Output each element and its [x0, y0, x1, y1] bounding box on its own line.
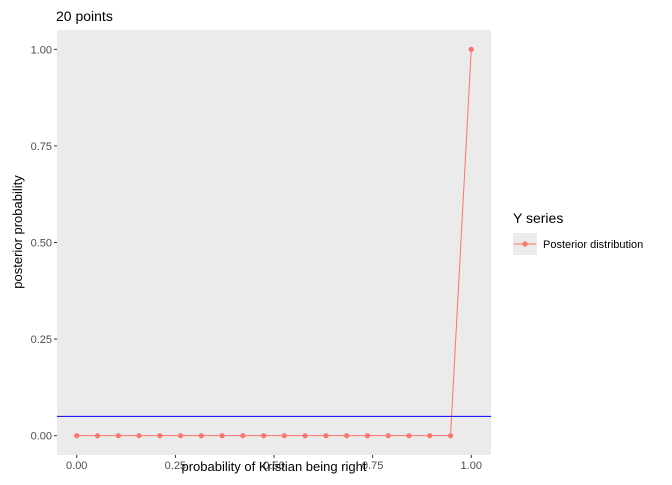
- x-axis-title: probability of Kristian being right: [182, 459, 367, 474]
- data-point: [364, 433, 371, 439]
- y-tick-label: 0.75: [31, 141, 52, 153]
- data-point: [115, 433, 121, 439]
- x-tick-label: 1.00: [461, 460, 482, 472]
- chart-title: 20 points: [56, 8, 113, 24]
- data-point: [136, 433, 142, 439]
- data-point: [281, 433, 287, 439]
- y-tick-label: 0.50: [31, 238, 52, 250]
- data-point: [323, 433, 329, 439]
- data-point: [261, 433, 267, 439]
- data-point: [302, 433, 308, 439]
- data-point: [177, 433, 184, 439]
- x-tick-label: 0.00: [66, 460, 87, 472]
- data-point: [468, 46, 474, 52]
- data-point: [94, 433, 101, 439]
- data-point: [406, 433, 412, 439]
- y-tick-label: 0.25: [31, 334, 52, 346]
- legend: Y series Posterior distribution: [513, 210, 643, 255]
- data-point: [427, 433, 433, 439]
- data-point: [74, 433, 80, 439]
- y-tick-label: 1.00: [31, 44, 52, 56]
- data-point: [198, 433, 204, 439]
- y-axis-title: posterior probability: [10, 175, 25, 289]
- legend-label: Posterior distribution: [543, 239, 643, 251]
- legend-title: Y series: [513, 210, 563, 226]
- plot-panel: [57, 30, 491, 455]
- legend-key-point: [522, 241, 528, 247]
- y-tick-label: 0.00: [31, 431, 52, 443]
- x-tick-label: 0.50: [263, 460, 284, 472]
- x-tick-label: 0.75: [362, 460, 383, 472]
- data-point: [157, 433, 163, 439]
- data-point: [447, 433, 454, 439]
- series-line-posterior: [76, 49, 472, 437]
- x-tick-label: 0.25: [165, 460, 186, 472]
- data-point: [344, 433, 350, 439]
- data-point: [385, 433, 391, 439]
- data-point: [240, 433, 246, 439]
- data-point: [219, 433, 225, 439]
